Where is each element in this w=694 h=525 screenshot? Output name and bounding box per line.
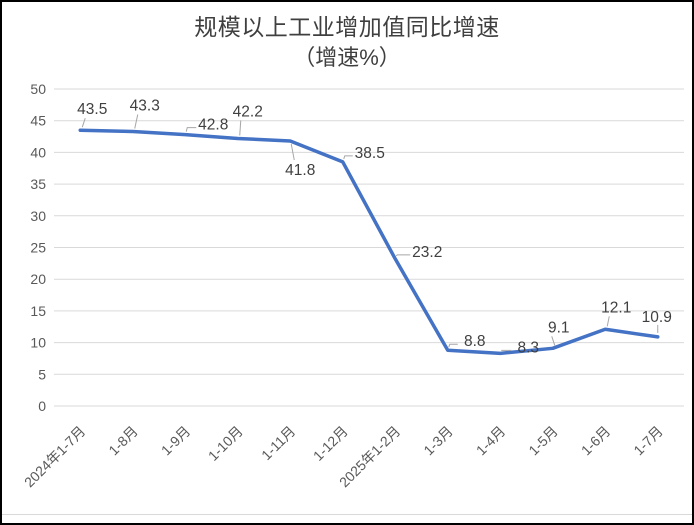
data-label: 9.1 [548, 319, 570, 336]
leader-line [239, 120, 242, 136]
y-axis-tick-label: 35 [30, 176, 46, 192]
data-label: 42.2 [233, 103, 263, 120]
chart-title: 规模以上工业增加值同比增速 [194, 14, 500, 40]
x-axis-tick-label: 1-9月 [158, 423, 194, 459]
y-axis-tick-label: 5 [38, 366, 46, 382]
y-axis-tick-label: 15 [30, 303, 46, 319]
y-axis-tick-label: 25 [30, 240, 46, 256]
data-label: 38.5 [355, 145, 385, 162]
leader-line [290, 143, 295, 161]
data-label: 23.2 [412, 244, 442, 261]
leader-line [185, 127, 197, 132]
leader-line [134, 114, 139, 129]
data-label: 10.9 [642, 309, 672, 326]
leader-line [551, 336, 556, 346]
x-axis-tick-label: 1-12月 [310, 423, 351, 464]
x-axis-tick-label: 1-3月 [420, 423, 456, 459]
y-axis-tick-label: 0 [38, 398, 46, 414]
leader-line [448, 343, 458, 348]
x-axis-tick-label: 1-6月 [578, 423, 614, 459]
x-axis-tick-label: 1-8月 [105, 423, 141, 459]
leader-line [395, 254, 411, 257]
x-axis-tick-label: 1-11月 [258, 423, 298, 463]
data-label: 43.5 [77, 101, 107, 118]
y-axis-tick-label: 10 [30, 335, 46, 351]
x-axis-tick-label: 1-4月 [473, 423, 509, 459]
data-label: 43.3 [130, 97, 160, 114]
x-axis-tick-label: 1-5月 [525, 423, 561, 459]
leader-line [343, 155, 353, 160]
y-axis-tick-label: 20 [30, 271, 46, 287]
data-label: 42.8 [198, 117, 228, 134]
data-label: 8.3 [517, 339, 539, 356]
data-label: 41.8 [285, 162, 315, 179]
y-axis-tick-label: 40 [30, 144, 46, 160]
bottom-rule [2, 514, 692, 515]
x-axis-tick-label: 2024年1-7月 [21, 423, 88, 490]
series-line [78, 128, 660, 356]
data-label: 8.8 [464, 333, 486, 350]
leader-line [606, 316, 610, 327]
chart-title-block: 规模以上工业增加值同比增速 （增速%） [2, 12, 692, 72]
chart-subtitle: （增速%） [293, 45, 401, 70]
y-axis-tick-label: 30 [30, 208, 46, 224]
leader-line [81, 118, 86, 128]
y-axis-tick-label: 50 [30, 81, 46, 97]
x-axis-tick-label: 1-7月 [630, 423, 666, 459]
x-axis-tick-label: 1-10月 [205, 423, 246, 464]
data-label: 12.1 [601, 299, 631, 316]
y-axis-tick-label: 45 [30, 113, 46, 129]
